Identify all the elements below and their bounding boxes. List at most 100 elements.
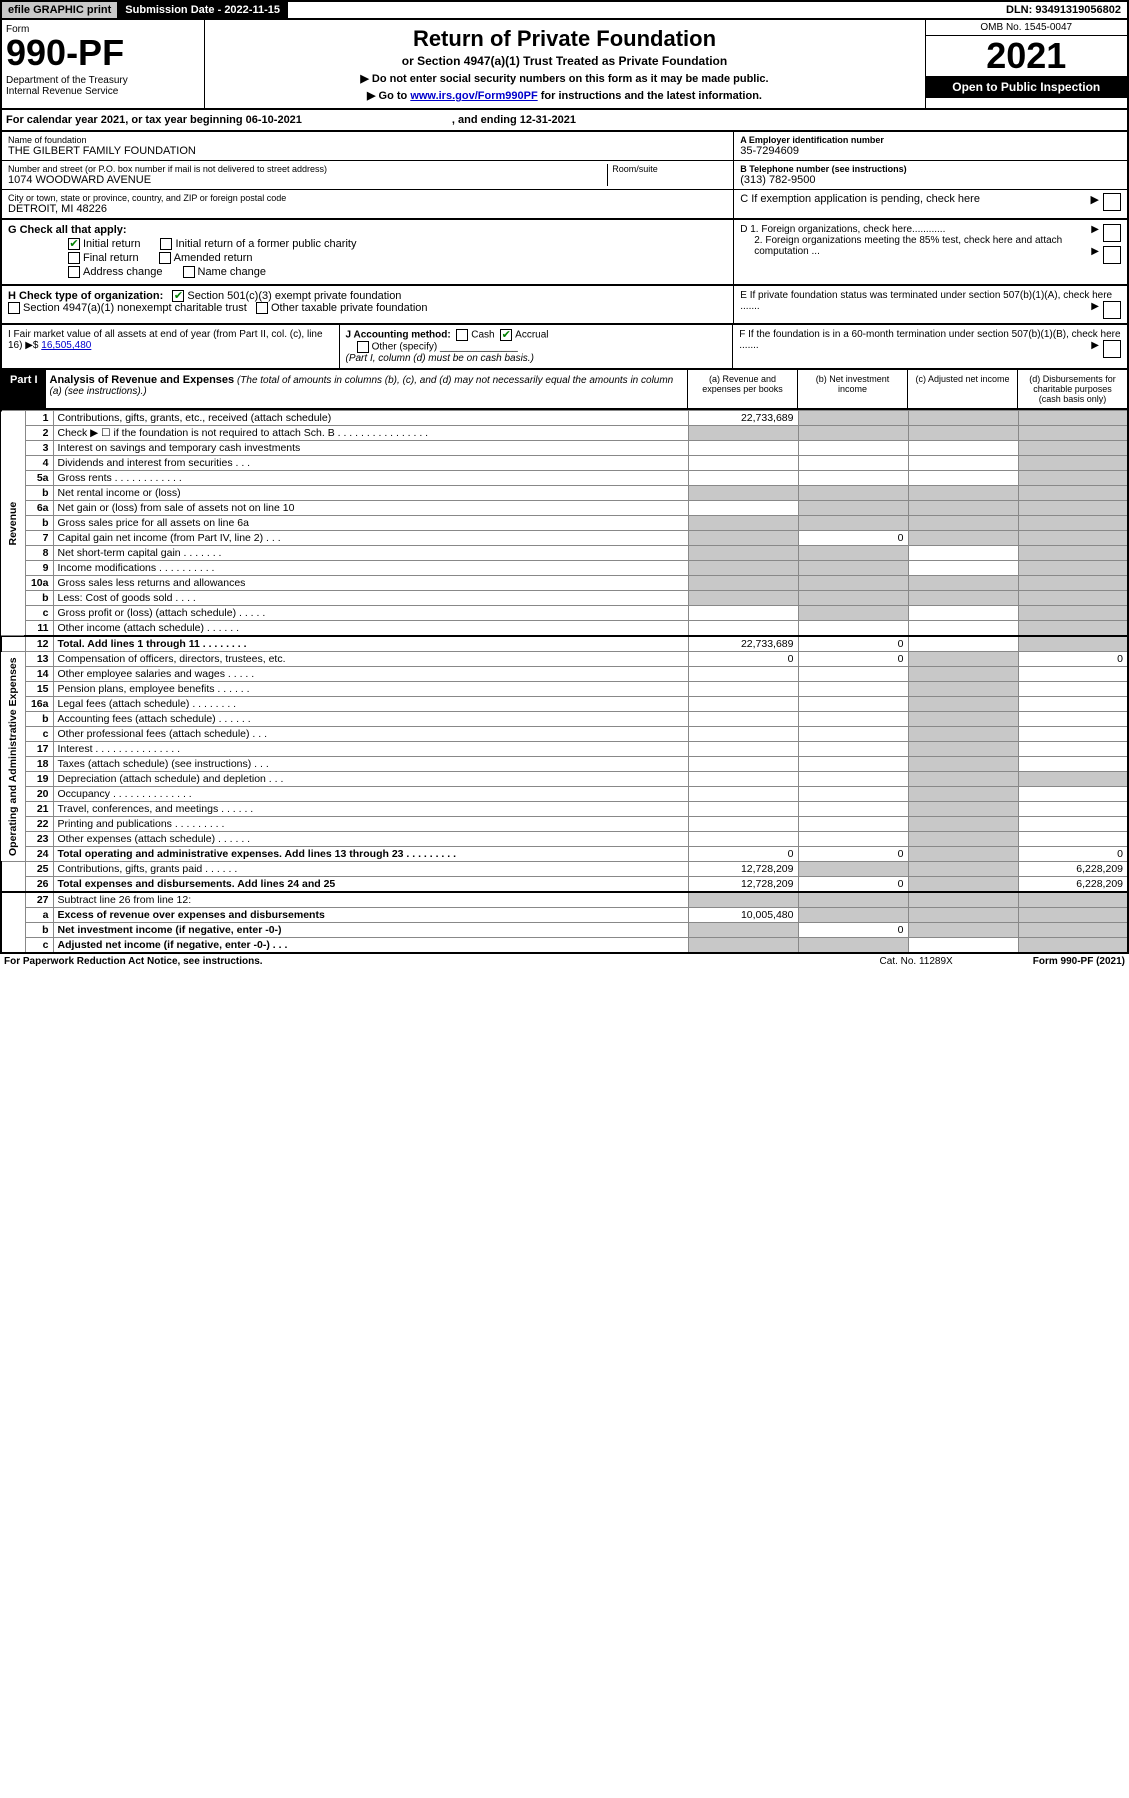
line-num: b	[25, 712, 53, 727]
j-accrual-checkbox[interactable]	[500, 329, 512, 341]
g-initial-former-checkbox[interactable]	[160, 238, 172, 250]
f-checkbox[interactable]	[1103, 340, 1121, 358]
revenue-side-label: Revenue	[1, 411, 25, 637]
table-row: bLess: Cost of goods sold . . . .	[1, 591, 1128, 606]
amt-d	[1018, 471, 1128, 486]
line-desc: Less: Cost of goods sold . . . .	[53, 591, 688, 606]
e-checkbox[interactable]	[1103, 301, 1121, 319]
g-name-checkbox[interactable]	[183, 266, 195, 278]
amt-b	[798, 441, 908, 456]
line-num: 21	[25, 802, 53, 817]
h-opt1-checkbox[interactable]	[172, 290, 184, 302]
amt-b	[798, 682, 908, 697]
table-row: cOther professional fees (attach schedul…	[1, 727, 1128, 742]
amt-d	[1018, 772, 1128, 787]
line-num: 18	[25, 757, 53, 772]
table-row: cAdjusted net income (if negative, enter…	[1, 938, 1128, 954]
amt-a	[688, 606, 798, 621]
amt-a	[688, 772, 798, 787]
g-initial-checkbox[interactable]	[68, 238, 80, 250]
amt-c	[908, 561, 1018, 576]
amt-d	[1018, 636, 1128, 652]
g-section: G Check all that apply: Initial return I…	[2, 220, 733, 284]
line-desc: Net rental income or (loss)	[53, 486, 688, 501]
j-cash: Cash	[471, 330, 494, 341]
room-label: Room/suite	[612, 164, 727, 174]
g-final-checkbox[interactable]	[68, 252, 80, 264]
amt-c	[908, 682, 1018, 697]
line-desc: Accounting fees (attach schedule) . . . …	[53, 712, 688, 727]
arrow-icon: ▶	[1091, 340, 1099, 351]
table-row: 24Total operating and administrative exp…	[1, 847, 1128, 862]
h-opt2-checkbox[interactable]	[8, 302, 20, 314]
amt-b	[798, 908, 908, 923]
d-section: D 1. Foreign organizations, check here..…	[733, 220, 1127, 284]
amt-c	[908, 787, 1018, 802]
d1-checkbox[interactable]	[1103, 224, 1121, 242]
name-label: Name of foundation	[8, 135, 727, 145]
line-num: 10a	[25, 576, 53, 591]
e-label: E If private foundation status was termi…	[740, 290, 1112, 312]
j-other-checkbox[interactable]	[357, 341, 369, 353]
amt-c	[908, 441, 1018, 456]
form-id-box: Form 990-PF Department of the Treasury I…	[2, 20, 205, 108]
amt-a	[688, 576, 798, 591]
calendar-row: For calendar year 2021, or tax year begi…	[0, 110, 1129, 132]
table-row: 15Pension plans, employee benefits . . .…	[1, 682, 1128, 697]
h-opt3-checkbox[interactable]	[256, 302, 268, 314]
g-amended-checkbox[interactable]	[159, 252, 171, 264]
line-num: b	[25, 923, 53, 938]
amt-d	[1018, 667, 1128, 682]
amt-a	[688, 787, 798, 802]
amt-c	[908, 531, 1018, 546]
col-b-head: (b) Net investment income	[797, 370, 907, 408]
d2-checkbox[interactable]	[1103, 246, 1121, 264]
dept-label: Department of the Treasury Internal Reve…	[6, 75, 200, 97]
name-value: THE GILBERT FAMILY FOUNDATION	[8, 145, 727, 157]
footer-right: Form 990-PF (2021)	[1033, 956, 1125, 967]
table-row: 16aLegal fees (attach schedule) . . . . …	[1, 697, 1128, 712]
form-link[interactable]: www.irs.gov/Form990PF	[410, 90, 537, 102]
amt-a	[688, 697, 798, 712]
addr-cell: Number and street (or P.O. box number if…	[2, 161, 733, 190]
line-desc: Other professional fees (attach schedule…	[53, 727, 688, 742]
table-row: 19Depreciation (attach schedule) and dep…	[1, 772, 1128, 787]
col-c-head: (c) Adjusted net income	[907, 370, 1017, 408]
line-num: c	[25, 606, 53, 621]
part1-header: Part I Analysis of Revenue and Expenses …	[0, 370, 1129, 410]
table-row: 11Other income (attach schedule) . . . .…	[1, 621, 1128, 637]
amt-b	[798, 591, 908, 606]
amt-c	[908, 471, 1018, 486]
g-initial: Initial return	[83, 238, 140, 250]
c-checkbox[interactable]	[1103, 193, 1121, 211]
amt-b	[798, 892, 908, 908]
table-row: 12Total. Add lines 1 through 11 . . . . …	[1, 636, 1128, 652]
line-desc: Gross sales less returns and allowances	[53, 576, 688, 591]
line-num: 24	[25, 847, 53, 862]
amt-d	[1018, 908, 1128, 923]
amt-a	[688, 682, 798, 697]
amt-b: 0	[798, 847, 908, 862]
arrow-icon: ▶	[1091, 193, 1099, 206]
j-cash-checkbox[interactable]	[456, 329, 468, 341]
inspection-label: Open to Public Inspection	[926, 76, 1128, 98]
amt-d	[1018, 727, 1128, 742]
amt-c	[908, 742, 1018, 757]
year-box: OMB No. 1545-0047 2021 Open to Public In…	[925, 20, 1128, 108]
amt-c	[908, 832, 1018, 847]
amt-a	[688, 531, 798, 546]
e-section: E If private foundation status was termi…	[733, 286, 1127, 323]
line-num: 14	[25, 667, 53, 682]
amt-c	[908, 772, 1018, 787]
amt-c	[908, 652, 1018, 667]
amt-d	[1018, 697, 1128, 712]
amt-d: 6,228,209	[1018, 877, 1128, 893]
table-row: 27Subtract line 26 from line 12:	[1, 892, 1128, 908]
g-address-checkbox[interactable]	[68, 266, 80, 278]
amt-d	[1018, 531, 1128, 546]
amt-c	[908, 892, 1018, 908]
amt-b	[798, 697, 908, 712]
line-desc: Net investment income (if negative, ente…	[53, 923, 688, 938]
d2-row: 2. Foreign organizations meeting the 85%…	[740, 235, 1121, 257]
table-row: 17Interest . . . . . . . . . . . . . . .	[1, 742, 1128, 757]
